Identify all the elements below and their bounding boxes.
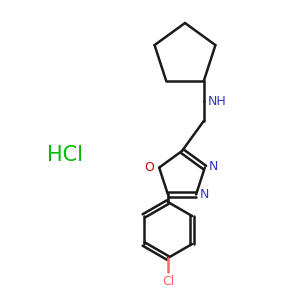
Text: HCl: HCl	[47, 145, 83, 165]
Text: NH: NH	[208, 95, 226, 108]
Text: N: N	[209, 160, 218, 173]
Text: Cl: Cl	[162, 275, 174, 288]
Text: N: N	[200, 188, 209, 201]
Text: O: O	[144, 161, 154, 174]
